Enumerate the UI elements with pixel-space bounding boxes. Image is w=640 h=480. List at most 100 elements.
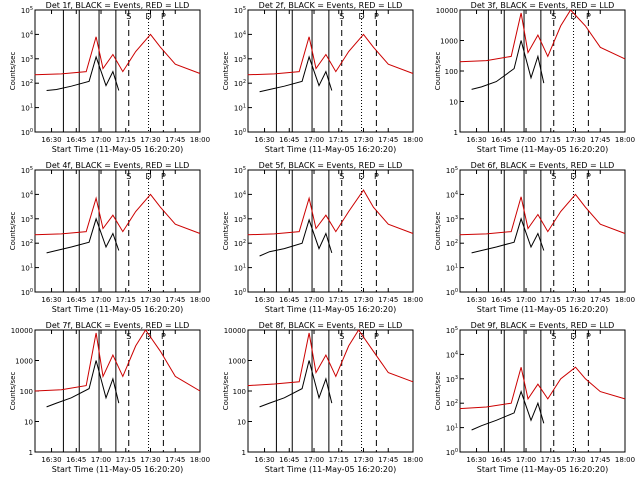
y-axis-label: Counts/sec [222, 372, 230, 411]
marker-d: D [570, 12, 576, 21]
chart-title: Det 3f, BLACK = Events, RED = LLD [471, 1, 615, 10]
marker-d: D [358, 12, 364, 21]
x-tick-label: 17:30 [140, 456, 160, 464]
series-events-line [259, 55, 333, 93]
x-axis-label: Start Time (11-May-05 16:20:20) [52, 465, 183, 474]
y-tick-exponent: 3 [30, 215, 33, 221]
x-tick-label: 18:00 [615, 296, 635, 304]
chart-title: Det 5f, BLACK = Events, RED = LLD [259, 161, 403, 170]
marker-p: P [586, 332, 591, 341]
y-tick-label: 105 [21, 166, 33, 175]
x-tick-label: 17:30 [140, 296, 160, 304]
marker-s: S [126, 332, 131, 341]
y-tick-exponent: 1 [455, 264, 458, 270]
x-tick-label: 16:45 [66, 456, 86, 464]
x-tick-label: 17:15 [329, 296, 349, 304]
y-tick-label: 10 [237, 419, 246, 427]
series-lld-line [247, 189, 414, 236]
marker-d: D [358, 332, 364, 341]
y-tick-exponent: 4 [455, 350, 458, 356]
x-tick-label: 17:15 [116, 296, 136, 304]
y-tick-label: 101 [234, 264, 246, 273]
x-tick-label: 16:30 [466, 296, 486, 304]
x-tick-label: 17:45 [165, 296, 185, 304]
x-tick-label: 17:45 [378, 136, 398, 144]
x-tick-label: 17:45 [378, 456, 398, 464]
y-tick-label: 105 [21, 6, 33, 15]
y-tick-exponent: 2 [30, 79, 33, 85]
y-tick-exponent: 2 [455, 239, 458, 245]
panel-2: Det 2f, BLACK = Events, RED = LLD Start T… [222, 1, 423, 154]
panel-4: Det 4f, BLACK = Events, RED = LLD Start T… [9, 161, 210, 314]
x-tick-label: 17:00 [304, 456, 324, 464]
y-tick-exponent: 4 [30, 190, 33, 196]
x-tick-label: 17:00 [516, 456, 536, 464]
series-events-line [471, 217, 545, 254]
series-events-line [259, 360, 333, 408]
y-tick-label: 100 [21, 128, 33, 137]
marker-p: P [374, 12, 379, 21]
y-tick-label: 100 [21, 288, 33, 297]
y-tick-exponent: 5 [30, 6, 33, 12]
y-tick-label: 105 [446, 166, 458, 175]
marker-p: P [161, 172, 166, 181]
y-tick-label: 1 [242, 449, 246, 457]
y-tick-exponent: 0 [30, 128, 33, 134]
y-tick-label: 10 [24, 419, 33, 427]
y-tick-label: 101 [446, 264, 458, 273]
y-axis-label: Counts/sec [9, 372, 17, 411]
y-tick-exponent: 0 [243, 128, 246, 134]
x-tick-label: 18:00 [190, 456, 210, 464]
plot-frame [459, 169, 626, 293]
x-tick-label: 17:45 [590, 136, 610, 144]
x-tick-label: 17:00 [516, 136, 536, 144]
y-tick-exponent: 5 [30, 166, 33, 172]
y-tick-exponent: 3 [455, 375, 458, 381]
chart-title: Det 1f, BLACK = Events, RED = LLD [46, 1, 190, 10]
y-tick-label: 100 [233, 388, 246, 396]
y-tick-exponent: 4 [243, 190, 246, 196]
y-tick-label: 1 [29, 449, 33, 457]
y-axis-label: Counts/sec [222, 212, 230, 251]
y-tick-label: 105 [446, 326, 458, 335]
plot-frame [247, 169, 414, 293]
x-tick-label: 17:00 [91, 136, 111, 144]
x-tick-label: 17:30 [353, 296, 373, 304]
marker-d: D [570, 172, 576, 181]
x-tick-label: 17:30 [140, 136, 160, 144]
y-tick-label: 1000 [15, 358, 33, 366]
x-tick-label: 17:00 [304, 136, 324, 144]
plot-frame [34, 9, 201, 133]
marker-d: D [145, 172, 151, 181]
marker-p: P [586, 12, 591, 21]
y-tick-exponent: 2 [30, 239, 33, 245]
x-tick-label: 17:30 [565, 296, 585, 304]
plot-frame [34, 169, 201, 293]
plot-frame [247, 9, 414, 133]
y-tick-label: 104 [21, 190, 33, 199]
x-tick-label: 17:45 [165, 456, 185, 464]
plot-frame [459, 329, 626, 453]
x-tick-label: 18:00 [403, 456, 423, 464]
series-events-line [46, 360, 120, 408]
x-axis-label: Start Time (11-May-05 16:20:20) [477, 465, 608, 474]
x-tick-label: 16:30 [466, 136, 486, 144]
y-tick-label: 10000 [11, 327, 33, 335]
x-tick-label: 16:30 [466, 456, 486, 464]
y-tick-exponent: 1 [30, 264, 33, 270]
x-tick-label: 17:15 [116, 136, 136, 144]
x-tick-label: 17:15 [541, 456, 561, 464]
series-lld-line [459, 366, 626, 410]
x-tick-label: 17:15 [541, 136, 561, 144]
y-tick-label: 100 [445, 68, 458, 76]
chart-title: Det 6f, BLACK = Events, RED = LLD [471, 161, 615, 170]
y-tick-exponent: 2 [243, 79, 246, 85]
y-tick-label: 102 [234, 79, 246, 88]
y-tick-label: 103 [446, 375, 458, 384]
y-tick-exponent: 5 [455, 166, 458, 172]
y-tick-label: 104 [446, 190, 458, 199]
y-tick-exponent: 1 [30, 104, 33, 110]
series-events-line [471, 40, 545, 90]
x-tick-label: 18:00 [190, 136, 210, 144]
